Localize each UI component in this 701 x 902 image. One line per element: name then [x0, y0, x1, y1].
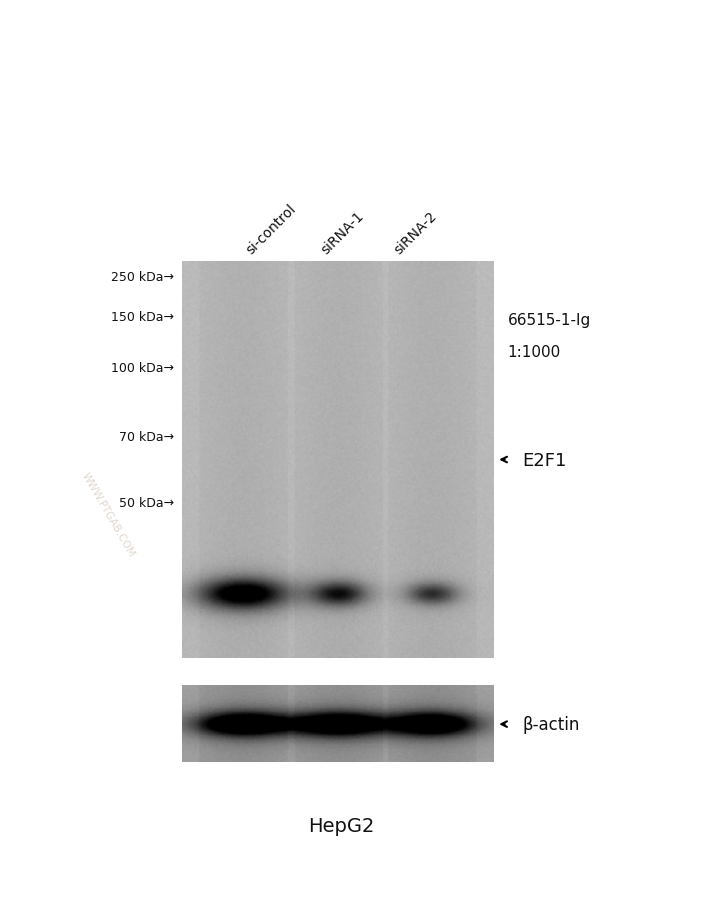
Text: siRNA-1: siRNA-1 [319, 209, 367, 257]
Text: β-actin: β-actin [522, 715, 580, 733]
Text: HepG2: HepG2 [308, 815, 374, 835]
Text: 100 kDa→: 100 kDa→ [111, 362, 174, 374]
Text: si-control: si-control [244, 202, 299, 257]
Text: WWW.PTGAB.COM: WWW.PTGAB.COM [81, 470, 137, 558]
Text: 70 kDa→: 70 kDa→ [118, 430, 174, 443]
Text: 66515-1-Ig: 66515-1-Ig [508, 313, 591, 327]
Text: E2F1: E2F1 [522, 451, 566, 469]
Text: 250 kDa→: 250 kDa→ [111, 271, 174, 283]
Text: 50 kDa→: 50 kDa→ [118, 497, 174, 510]
Text: siRNA-2: siRNA-2 [391, 209, 439, 257]
Text: 1:1000: 1:1000 [508, 345, 561, 359]
Text: 150 kDa→: 150 kDa→ [111, 311, 174, 324]
